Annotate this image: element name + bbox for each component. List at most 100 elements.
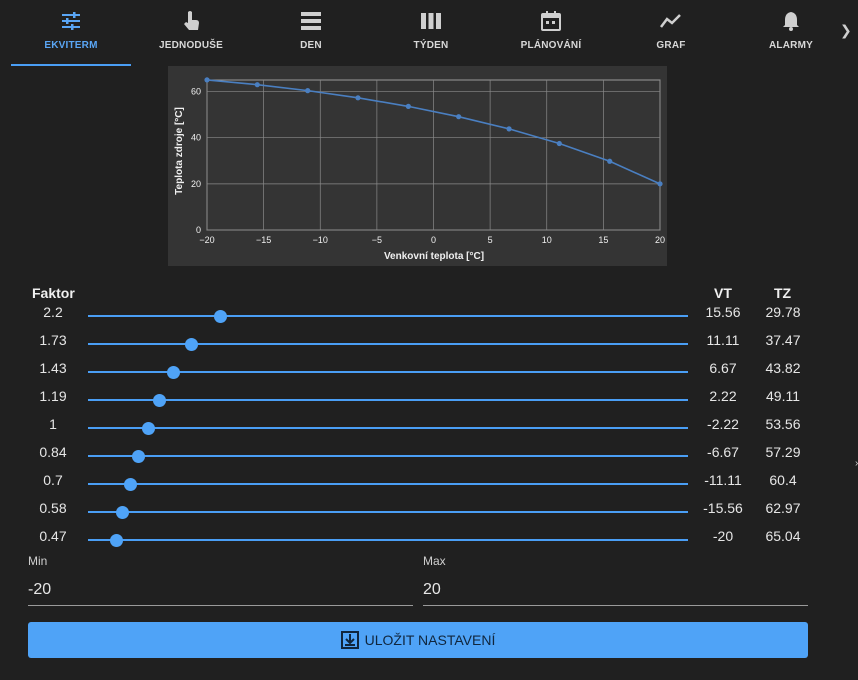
chart-x-tick-label: −20 bbox=[199, 235, 214, 245]
factor-value: 0.47 bbox=[39, 528, 67, 544]
factor-slider-track[interactable] bbox=[88, 315, 688, 317]
sliders-icon bbox=[60, 10, 82, 32]
factor-slider-thumb[interactable] bbox=[213, 310, 227, 323]
tz-value: 57.29 bbox=[765, 444, 801, 460]
chart-x-tick-label: 5 bbox=[488, 235, 493, 245]
factor-slider-thumb[interactable] bbox=[123, 478, 137, 491]
tz-value: 49.11 bbox=[766, 388, 800, 404]
tz-value: 29.78 bbox=[765, 304, 801, 320]
chart-data-point bbox=[506, 126, 512, 132]
chart-data-point bbox=[607, 158, 613, 164]
tab-label: TÝDEN bbox=[413, 40, 449, 51]
save-settings-button[interactable]: ULOŽIT NASTAVENÍ bbox=[28, 622, 808, 658]
max-underline bbox=[423, 605, 808, 606]
factor-slider-track[interactable] bbox=[88, 427, 688, 429]
tz-header: TZ bbox=[774, 285, 792, 301]
factor-slider-track[interactable] bbox=[88, 455, 688, 457]
vt-value: 2.22 bbox=[709, 388, 737, 404]
tab-label: GRAF bbox=[656, 40, 686, 51]
factor-row: 1.19 2.22 49.11 bbox=[0, 388, 858, 416]
vt-value: 15.56 bbox=[705, 304, 741, 320]
factor-slider-track[interactable] bbox=[88, 371, 688, 373]
chart-x-tick-label: −5 bbox=[372, 235, 382, 245]
tab-planovani[interactable]: PLÁNOVÁNÍ bbox=[491, 0, 611, 66]
factor-row: 1 -2.22 53.56 bbox=[0, 416, 858, 444]
chart-x-tick-label: −15 bbox=[256, 235, 271, 245]
touch-hand-icon bbox=[182, 10, 200, 32]
chart-x-axis-label: Venkovní teplota [°C] bbox=[384, 251, 484, 262]
tab-tyden[interactable]: TÝDEN bbox=[371, 0, 491, 66]
chart-data-point bbox=[254, 82, 260, 88]
factor-value: 0.58 bbox=[39, 500, 67, 516]
min-underline bbox=[28, 605, 413, 606]
day-list-icon bbox=[301, 10, 321, 32]
vt-value: 6.67 bbox=[709, 360, 737, 376]
factor-slider-track[interactable] bbox=[88, 511, 688, 513]
tz-value: 62.97 bbox=[765, 500, 801, 516]
chart-data-point bbox=[204, 77, 210, 83]
vt-value: -11.11 bbox=[704, 472, 742, 488]
curve-chart: −20 −15 −10 −5 0 5 10 15 20 0 20 40 60 Venkovní teplo… bbox=[168, 66, 667, 266]
chart-x-tick-label: 20 bbox=[655, 235, 665, 245]
vt-value: 11.11 bbox=[706, 332, 740, 348]
max-field[interactable]: Max 20 bbox=[423, 554, 808, 606]
factor-row: 1.73 11.11 37.47 bbox=[0, 332, 858, 360]
max-input[interactable]: 20 bbox=[423, 581, 441, 598]
tab-label: ALARMY bbox=[769, 40, 813, 51]
factor-value: 1.19 bbox=[39, 388, 67, 404]
factor-value: 0.7 bbox=[43, 472, 63, 488]
tz-value: 53.56 bbox=[765, 416, 801, 432]
factor-slider-thumb[interactable] bbox=[116, 506, 130, 519]
tab-alarmy[interactable]: ALARMY bbox=[731, 0, 851, 66]
side-chevron-mark: › bbox=[855, 458, 858, 469]
factor-slider-track[interactable] bbox=[88, 399, 688, 401]
factor-value: 1.43 bbox=[39, 360, 67, 376]
vt-header: VT bbox=[714, 285, 732, 301]
week-columns-icon bbox=[421, 10, 441, 32]
faktor-header: Faktor bbox=[32, 285, 75, 301]
chart-x-tick-label: 15 bbox=[598, 235, 608, 245]
max-label: Max bbox=[423, 554, 446, 568]
chevron-right-icon[interactable]: ❯ bbox=[840, 22, 852, 38]
line-chart-icon bbox=[660, 10, 682, 32]
tab-ekviterm[interactable]: EKVITERM bbox=[11, 0, 131, 66]
tab-den[interactable]: DEN bbox=[251, 0, 371, 66]
tz-value: 60.4 bbox=[769, 472, 797, 488]
chart-y-tick-label: 60 bbox=[191, 87, 201, 97]
factor-slider-track[interactable] bbox=[88, 483, 688, 485]
tz-value: 65.04 bbox=[765, 528, 801, 544]
chart-x-tick-label: 10 bbox=[542, 235, 552, 245]
min-label: Min bbox=[28, 554, 48, 568]
bell-icon bbox=[782, 10, 800, 32]
vt-value: -6.67 bbox=[707, 444, 739, 460]
factor-slider-thumb[interactable] bbox=[185, 338, 199, 351]
save-button-label: ULOŽIT NASTAVENÍ bbox=[364, 632, 496, 648]
tab-jednoduse[interactable]: JEDNODUŠE bbox=[131, 0, 251, 66]
factor-row: 0.84 -6.67 57.29 bbox=[0, 444, 858, 472]
factor-value: 1 bbox=[49, 416, 57, 432]
tab-label: JEDNODUŠE bbox=[158, 40, 224, 51]
vt-value: -2.22 bbox=[707, 416, 739, 432]
factor-row: 0.47 -20 65.04 bbox=[0, 528, 858, 556]
chart-y-tick-label: 20 bbox=[191, 179, 201, 189]
vt-value: -15.56 bbox=[703, 500, 743, 516]
min-field[interactable]: Min -20 bbox=[28, 554, 413, 606]
factor-slider-thumb[interactable] bbox=[131, 450, 145, 463]
factor-slider-thumb[interactable] bbox=[152, 394, 166, 407]
factor-row: 0.58 -15.56 62.97 bbox=[0, 500, 858, 528]
factor-slider-thumb[interactable] bbox=[109, 534, 123, 547]
tab-graf[interactable]: GRAF bbox=[611, 0, 731, 66]
chart-y-tick-label: 0 bbox=[196, 225, 201, 235]
min-input[interactable]: -20 bbox=[28, 581, 52, 598]
factor-slider-track[interactable] bbox=[88, 343, 688, 345]
factor-row: 0.7 -11.11 60.4 bbox=[0, 472, 858, 500]
chart-x-tick-label: 0 bbox=[431, 235, 436, 245]
factor-slider-thumb[interactable] bbox=[141, 422, 155, 435]
chart-data-point bbox=[556, 140, 562, 147]
factor-slider-track[interactable] bbox=[88, 539, 688, 541]
chart-series-line bbox=[206, 79, 661, 185]
factor-row: 1.43 6.67 43.82 bbox=[0, 360, 858, 388]
factor-value: 2.2 bbox=[43, 304, 63, 320]
calendar-icon bbox=[541, 10, 561, 32]
factor-slider-thumb[interactable] bbox=[167, 366, 181, 379]
